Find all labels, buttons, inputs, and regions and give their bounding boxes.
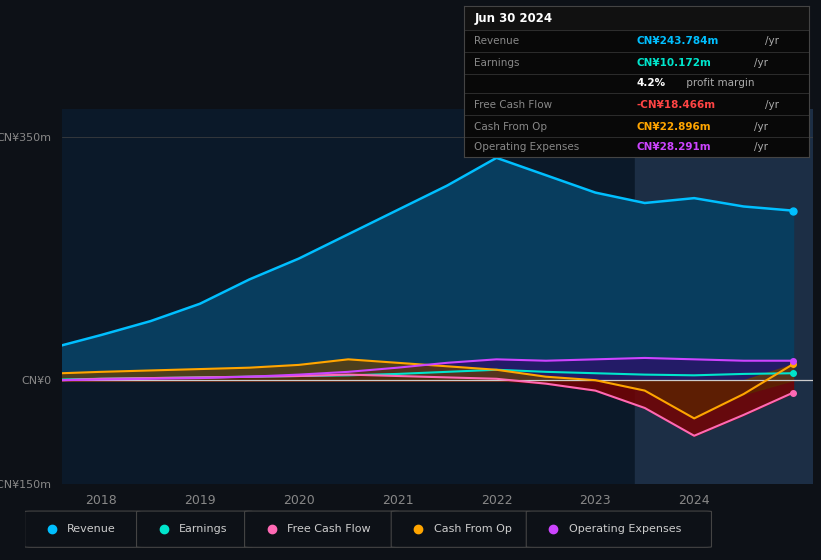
Text: profit margin: profit margin xyxy=(683,78,754,88)
Text: Free Cash Flow: Free Cash Flow xyxy=(287,524,370,534)
Text: /yr: /yr xyxy=(754,122,768,132)
Text: Revenue: Revenue xyxy=(475,36,520,46)
FancyBboxPatch shape xyxy=(245,511,399,547)
FancyBboxPatch shape xyxy=(526,511,712,547)
Text: Free Cash Flow: Free Cash Flow xyxy=(475,100,553,110)
FancyBboxPatch shape xyxy=(392,511,530,547)
Text: CN¥28.291m: CN¥28.291m xyxy=(636,142,711,152)
Text: Operating Expenses: Operating Expenses xyxy=(569,524,681,534)
Text: Jun 30 2024: Jun 30 2024 xyxy=(475,12,553,25)
Text: Cash From Op: Cash From Op xyxy=(433,524,511,534)
Text: Earnings: Earnings xyxy=(475,58,520,68)
Text: CN¥243.784m: CN¥243.784m xyxy=(636,36,718,46)
Bar xyxy=(464,6,809,30)
FancyBboxPatch shape xyxy=(136,511,252,547)
Text: -CN¥18.466m: -CN¥18.466m xyxy=(636,100,715,110)
Text: Earnings: Earnings xyxy=(179,524,227,534)
Text: Cash From Op: Cash From Op xyxy=(475,122,548,132)
Bar xyxy=(635,109,813,484)
Text: 4.2%: 4.2% xyxy=(636,78,665,88)
Text: /yr: /yr xyxy=(754,142,768,152)
Text: Revenue: Revenue xyxy=(67,524,116,534)
Text: CN¥10.172m: CN¥10.172m xyxy=(636,58,711,68)
Text: /yr: /yr xyxy=(754,58,768,68)
Text: /yr: /yr xyxy=(765,36,779,46)
Text: /yr: /yr xyxy=(765,100,779,110)
Text: Operating Expenses: Operating Expenses xyxy=(475,142,580,152)
Text: CN¥22.896m: CN¥22.896m xyxy=(636,122,711,132)
FancyBboxPatch shape xyxy=(25,511,140,547)
